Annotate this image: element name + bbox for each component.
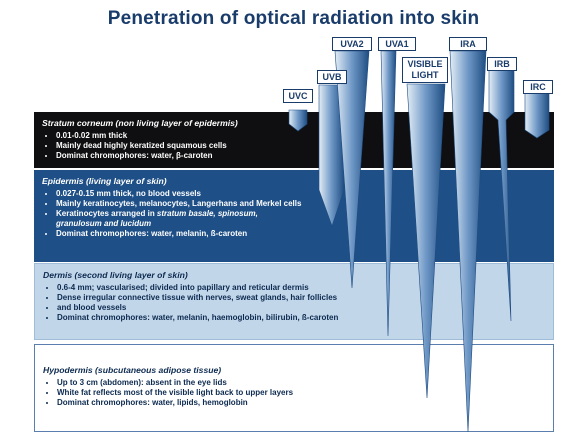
hypodermis-title: Hypodermis (subcutaneous adipose tissue) xyxy=(43,365,222,375)
epidermis-title: Epidermis (living layer of skin) xyxy=(42,176,167,186)
dermis-item: 0.6-4 mm; vascularised; divided into pap… xyxy=(57,283,545,293)
band-label-ira: IRA xyxy=(449,37,487,51)
beam-uvc xyxy=(288,109,308,132)
epidermis-item-keratinocytes: Keratinocytes arranged in stratum basale… xyxy=(56,209,546,229)
stratum-corneum-item: Dominat chromophores: water, β-caroten xyxy=(56,151,546,161)
epidermis-item-italic: granulosum and lucidum xyxy=(56,219,152,229)
beam-ira xyxy=(449,50,487,433)
dermis-list: 0.6-4 mm; vascularised; divided into pap… xyxy=(43,283,545,324)
page-title: Penetration of optical radiation into sk… xyxy=(107,8,480,29)
beam-visible-light xyxy=(406,83,446,399)
dermis-item: Dense irregular connective tissue with n… xyxy=(57,293,545,303)
beam-uva2 xyxy=(334,50,370,289)
hypodermis-item: White fat reflects most of the visible l… xyxy=(57,388,545,398)
dermis-item: Dominat chromophores: water, melanin, ha… xyxy=(57,313,545,323)
epidermis-item: Dominat chromophores: water, melanin, ß-… xyxy=(56,229,546,239)
hypodermis-item: Dominat chromophores: water, lipids, hem… xyxy=(57,398,545,408)
band-label-uvb: UVB xyxy=(317,70,347,84)
stratum-corneum-list: 0.01-0.02 mm thick Mainly dead highly ke… xyxy=(42,131,546,162)
epidermis-item: 0.027-0.15 mm thick, no blood vessels xyxy=(56,189,546,199)
epidermis-item: Mainly keratinocytes, melanocytes, Lange… xyxy=(56,199,546,209)
epidermis-list: 0.027-0.15 mm thick, no blood vessels Ma… xyxy=(42,189,546,240)
dermis-item: and blood vessels xyxy=(57,303,545,313)
hypodermis-list: Up to 3 cm (abdomen): absent in the eye … xyxy=(43,378,545,409)
hypodermis-item: Up to 3 cm (abdomen): absent in the eye … xyxy=(57,378,545,388)
stratum-corneum-item: 0.01-0.02 mm thick xyxy=(56,131,546,141)
stratum-corneum-title: Stratum corneum (non living layer of epi… xyxy=(42,118,238,128)
band-label-irb: IRB xyxy=(487,57,517,71)
stratum-corneum-item: Mainly dead highly keratized squamous ce… xyxy=(56,141,546,151)
band-label-uva1: UVA1 xyxy=(378,37,416,51)
band-label-visible-light: VISIBLE LIGHT xyxy=(402,57,448,83)
dermis-title: Dermis (second living layer of skin) xyxy=(43,270,188,280)
beam-uva1 xyxy=(380,50,397,337)
beam-irc xyxy=(524,92,550,139)
epidermis-item-text: Keratinocytes arranged in xyxy=(56,208,157,218)
band-label-uvc: UVC xyxy=(283,89,313,103)
epidermis-item-italic: stratum basale, spinosum, xyxy=(156,208,258,218)
band-label-irc: IRC xyxy=(523,80,553,94)
band-label-uva2: UVA2 xyxy=(332,37,372,51)
beam-irb xyxy=(488,69,515,322)
